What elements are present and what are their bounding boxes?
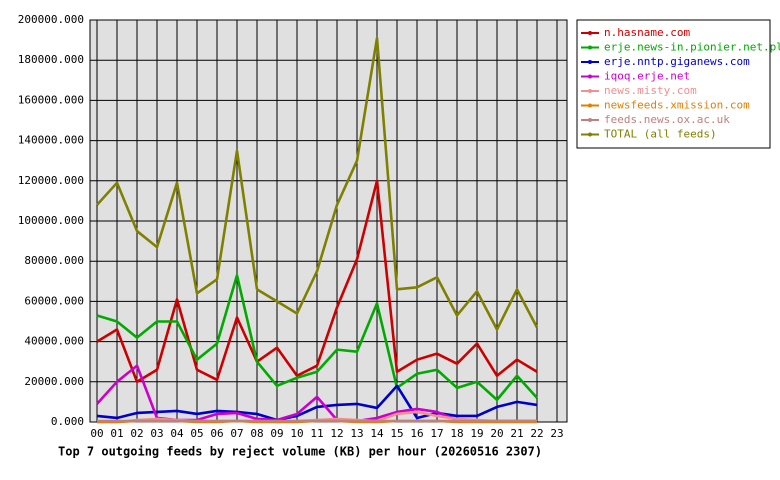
legend-label: feeds.news.ox.ac.uk — [604, 113, 730, 126]
series-line — [96, 36, 539, 331]
y-tick-label: 180000.000 — [18, 53, 84, 66]
x-tick-label: 05 — [190, 427, 203, 440]
series-line — [96, 384, 538, 422]
y-tick-label: 200000.000 — [18, 13, 84, 26]
legend-box — [576, 19, 771, 149]
y-tick-label: 100000.000 — [18, 214, 84, 227]
x-tick-label: 03 — [150, 427, 163, 440]
y-tick-label: 40000.000 — [24, 335, 84, 348]
legend-label: erje.nntp.giganews.com — [604, 55, 750, 68]
x-tick-label: 14 — [370, 427, 384, 440]
x-tick-label: 12 — [330, 427, 343, 440]
x-tick-label: 18 — [450, 427, 463, 440]
y-tick-label: 0.000 — [51, 415, 84, 428]
legend-marker — [588, 60, 592, 64]
legend-marker — [588, 31, 592, 35]
x-tick-label: 21 — [510, 427, 523, 440]
x-tick-label: 10 — [290, 427, 303, 440]
x-tick-label: 17 — [430, 427, 443, 440]
legend-marker — [588, 132, 592, 137]
legend-label: newsfeeds.xmission.com — [604, 99, 750, 112]
legend-label: TOTAL (all feeds) — [604, 128, 717, 141]
legend-marker — [588, 45, 592, 50]
x-tick-label: 19 — [470, 427, 483, 440]
series-line — [96, 273, 538, 402]
x-tick-label: 16 — [410, 427, 423, 440]
legend-marker — [588, 118, 592, 122]
y-tick-label: 20000.000 — [24, 375, 84, 388]
chart-title: Top 7 outgoing feeds by reject volume (K… — [58, 445, 542, 459]
legend-marker — [588, 89, 592, 93]
x-tick-label: 04 — [170, 427, 184, 440]
x-tick-label: 11 — [310, 427, 323, 440]
x-tick-label: 20 — [490, 427, 503, 440]
series-line — [96, 179, 538, 384]
y-tick-label: 80000.000 — [24, 254, 84, 267]
x-tick-label: 15 — [390, 427, 403, 440]
x-tick-label: 07 — [230, 427, 243, 440]
legend-label: n.hasname.com — [604, 26, 690, 39]
x-tick-label: 13 — [350, 427, 363, 440]
x-tick-label: 06 — [210, 427, 223, 440]
y-tick-label: 160000.000 — [18, 93, 84, 106]
x-tick-label: 23 — [550, 427, 563, 440]
y-tick-label: 120000.000 — [18, 174, 84, 187]
x-tick-label: 09 — [270, 427, 283, 440]
legend-label: iqoq.erje.net — [604, 70, 690, 83]
x-tick-label: 22 — [530, 427, 543, 440]
x-tick-label: 08 — [250, 427, 263, 440]
y-tick-label: 140000.000 — [18, 134, 84, 147]
legend-marker — [588, 103, 592, 108]
legend-marker — [588, 74, 592, 79]
legend-label: erje.news-in.pionier.net.pl — [604, 41, 780, 54]
x-tick-label: 00 — [90, 427, 103, 440]
x-tick-label: 01 — [110, 427, 123, 440]
legend-label: news.misty.com — [604, 84, 697, 97]
x-tick-label: 02 — [130, 427, 143, 440]
y-tick-label: 60000.000 — [24, 294, 84, 307]
